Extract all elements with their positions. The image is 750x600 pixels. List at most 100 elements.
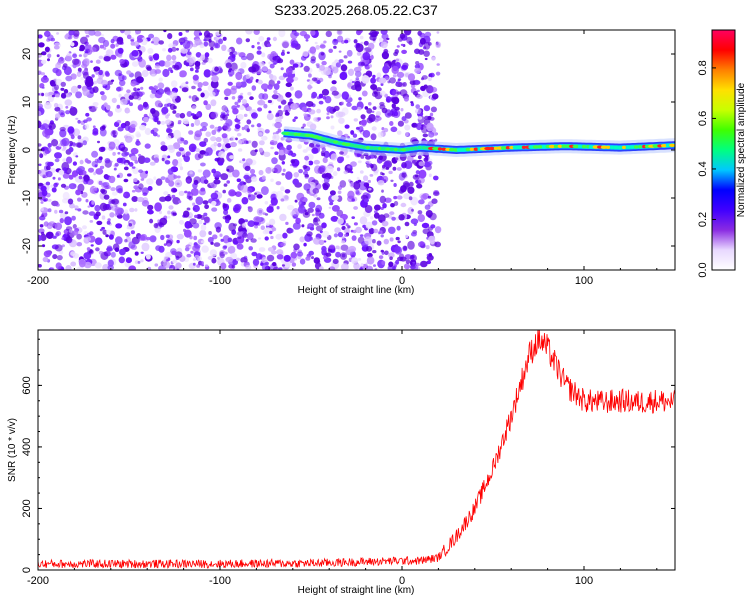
spectrogram-cell (394, 106, 400, 111)
spectrogram-cell (60, 87, 65, 91)
spectrogram-cell (391, 103, 396, 109)
spectrogram-cell (98, 69, 103, 76)
spectrogram-cell (160, 234, 165, 241)
spectrogram-cell (185, 30, 190, 33)
spectrogram-cell (226, 198, 232, 203)
spectrogram-cell (38, 143, 42, 147)
spectrogram-cell (272, 60, 278, 65)
signal-track-cell (400, 148, 407, 152)
spectrogram-cell (276, 206, 280, 210)
spectrogram-cell (266, 37, 271, 41)
spectrogram-cell (353, 206, 358, 210)
spectrogram-cell (424, 115, 430, 120)
spectrogram-cell (392, 266, 397, 270)
spectrogram-cell (188, 95, 192, 99)
spectrogram-cell (318, 93, 324, 99)
spectrogram-cell (94, 262, 102, 269)
spectrogram-cell (112, 151, 116, 156)
spectrogram-cell (281, 40, 290, 49)
spectrogram-cell (70, 106, 74, 109)
spectrogram-cell (130, 39, 135, 42)
spectrogram-cell (223, 245, 228, 249)
spectrogram-cell (160, 141, 166, 146)
spectrogram-cell (325, 30, 332, 38)
spectrogram-cell (163, 30, 167, 33)
spectrogram-cell (91, 160, 99, 168)
spectrogram-cell (189, 67, 194, 72)
spectrogram-cell (40, 231, 45, 235)
spectrogram-cell (347, 60, 353, 64)
spectrogram-cell (130, 147, 139, 155)
spectrogram-cell (44, 92, 50, 97)
spectrogram-cell (110, 43, 116, 49)
spectrogram-cell (211, 75, 219, 83)
spectrogram-cell (185, 151, 190, 156)
signal-track-cell (548, 144, 556, 149)
spectrogram-cell (355, 43, 364, 53)
spectrogram-signal-track (281, 126, 675, 158)
spectrogram-cell (257, 41, 260, 45)
spectrogram-cell (83, 236, 92, 242)
spectrogram-cell (351, 105, 358, 111)
spectrogram-cell (42, 256, 49, 263)
spectrogram-cell (214, 66, 220, 72)
spectrogram-cell (47, 142, 52, 148)
spectrogram-cell (226, 165, 235, 173)
spectrogram-cell (199, 176, 207, 184)
spectrogram-cell (360, 263, 364, 267)
spectrogram-cell (290, 159, 296, 164)
spectrogram-cell (190, 250, 194, 254)
spectrogram-cell (403, 96, 409, 102)
spectrogram-cell (128, 162, 134, 167)
spectrogram-cell (331, 90, 339, 96)
spectrogram-cell (46, 147, 52, 153)
spectrogram-cell (236, 37, 243, 45)
spectrogram-cell (116, 157, 123, 164)
spectrogram-cell (202, 169, 211, 178)
spectrogram-cell (339, 252, 348, 260)
spectrogram-cell (395, 236, 400, 241)
spectrogram-cell (197, 59, 202, 62)
spectrogram-cell (85, 76, 94, 86)
spectrogram-cell (225, 218, 230, 224)
spectrogram-cell (172, 44, 176, 48)
spectrogram-cell (403, 193, 411, 200)
spectrogram-cell (247, 91, 252, 96)
spectrogram-cell (103, 194, 110, 200)
spectrogram-cell (371, 220, 378, 226)
spectrogram-cell (80, 76, 85, 81)
spectrogram-cell (291, 262, 297, 267)
spectrogram-cell (347, 165, 351, 169)
spectrogram-cell (407, 73, 416, 82)
signal-track-cell (449, 148, 455, 152)
spectrogram-cell (393, 195, 398, 200)
spectrogram-cell (197, 82, 203, 88)
spectrogram-cell (333, 38, 337, 42)
spectrogram-cell (60, 81, 66, 87)
spectrogram-cell (344, 39, 349, 44)
spectrogram-cell (383, 213, 390, 219)
spectrogram-cell (424, 204, 431, 210)
spectrogram-cell (307, 84, 312, 90)
spectrogram-cell (52, 254, 58, 260)
spectrogram-cell (79, 48, 83, 52)
spectrogram-cell (150, 108, 156, 114)
spectrogram-cell (118, 93, 122, 98)
spectrogram-cell (360, 114, 366, 120)
spectrogram-cell (378, 37, 384, 43)
spectrogram-cell (396, 225, 401, 231)
spectrogram-cell (237, 139, 243, 145)
spectrogram-cell (103, 56, 111, 62)
spectrogram-cell (321, 222, 327, 229)
spectrogram-cell (85, 112, 90, 117)
spectrogram-cell (316, 80, 321, 84)
spectrogram-cell (335, 62, 341, 68)
spectrogram-cell (341, 91, 349, 100)
spectrogram-cell (356, 176, 360, 180)
spectrogram-cell (188, 196, 193, 201)
spectrogram-cell (391, 216, 396, 221)
spectrogram-cell (383, 238, 389, 245)
spectrogram-cell (419, 37, 426, 45)
spectrogram-cell (346, 49, 353, 57)
spectrogram-cell (261, 52, 266, 58)
